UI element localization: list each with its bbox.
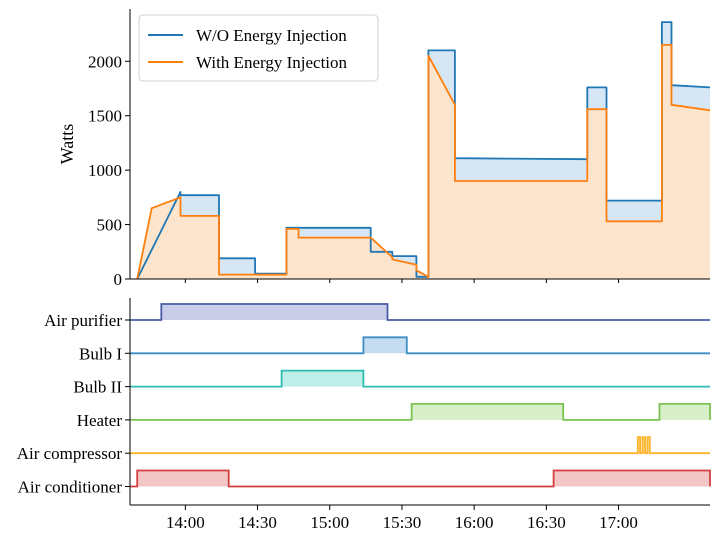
device-state-line (130, 369, 710, 388)
device-label: Air conditioner (18, 478, 123, 497)
legend-label-1: W/O Energy Injection (196, 26, 347, 45)
device-row-2: Bulb I (79, 336, 710, 363)
device-on-fill (637, 437, 641, 454)
legend-label-2: With Energy Injection (196, 53, 348, 72)
device-label: Air compressor (17, 444, 123, 463)
x-tick-label: 16:30 (527, 513, 566, 532)
device-on-fill (281, 370, 364, 387)
device-on-fill (659, 403, 710, 420)
y-tick-label: 1500 (88, 107, 122, 126)
device-label: Heater (77, 411, 123, 430)
device-on-fill (642, 437, 646, 454)
x-tick-label: 17:00 (599, 513, 638, 532)
device-on-fill (411, 403, 564, 420)
device-on-fill (137, 470, 229, 487)
power-panel: 0 500 1000 1500 2000 Watts W/O Energy Injectio… (57, 9, 711, 289)
device-label: Bulb II (73, 378, 122, 397)
device-row-4: Heater (77, 403, 711, 430)
series-line-1 (136, 21, 711, 280)
device-state-line (130, 469, 711, 488)
device-state-line (130, 303, 710, 321)
device-state-line (130, 436, 710, 455)
x-tick-label: 14:30 (238, 513, 277, 532)
x-tick-label: 15:00 (310, 513, 349, 532)
device-row-3: Bulb II (73, 369, 710, 397)
y-tick-label: 1000 (88, 161, 122, 180)
y-axis-label: Watts (57, 124, 77, 165)
device-on-fill (553, 470, 710, 487)
device-on-fill (161, 304, 388, 320)
y-tick-label: 0 (114, 270, 123, 289)
device-label: Air purifier (44, 311, 122, 330)
legend: W/O Energy Injection With Energy Injectio… (138, 14, 379, 82)
device-on-fill (647, 437, 650, 454)
x-tick-label: 15:30 (383, 513, 422, 532)
device-state-line (130, 403, 711, 421)
y-tick-label: 2000 (88, 52, 122, 71)
device-state-line (130, 336, 710, 355)
series-line-2 (136, 44, 711, 280)
y-tick-label: 500 (97, 216, 123, 235)
x-tick-label: 16:00 (455, 513, 494, 532)
device-row-1: Air purifier (44, 303, 710, 330)
legend-box (138, 14, 379, 82)
device-panel: Air purifier Bulb I Bulb II Heater Air compr… (17, 298, 711, 532)
device-row-5: Air compressor (17, 436, 710, 463)
series-area-2 (137, 44, 710, 280)
device-row-6: Air conditioner (18, 469, 711, 497)
x-tick-label: 14:00 (166, 513, 205, 532)
device-on-fill (363, 337, 407, 354)
device-label: Bulb I (79, 344, 122, 363)
